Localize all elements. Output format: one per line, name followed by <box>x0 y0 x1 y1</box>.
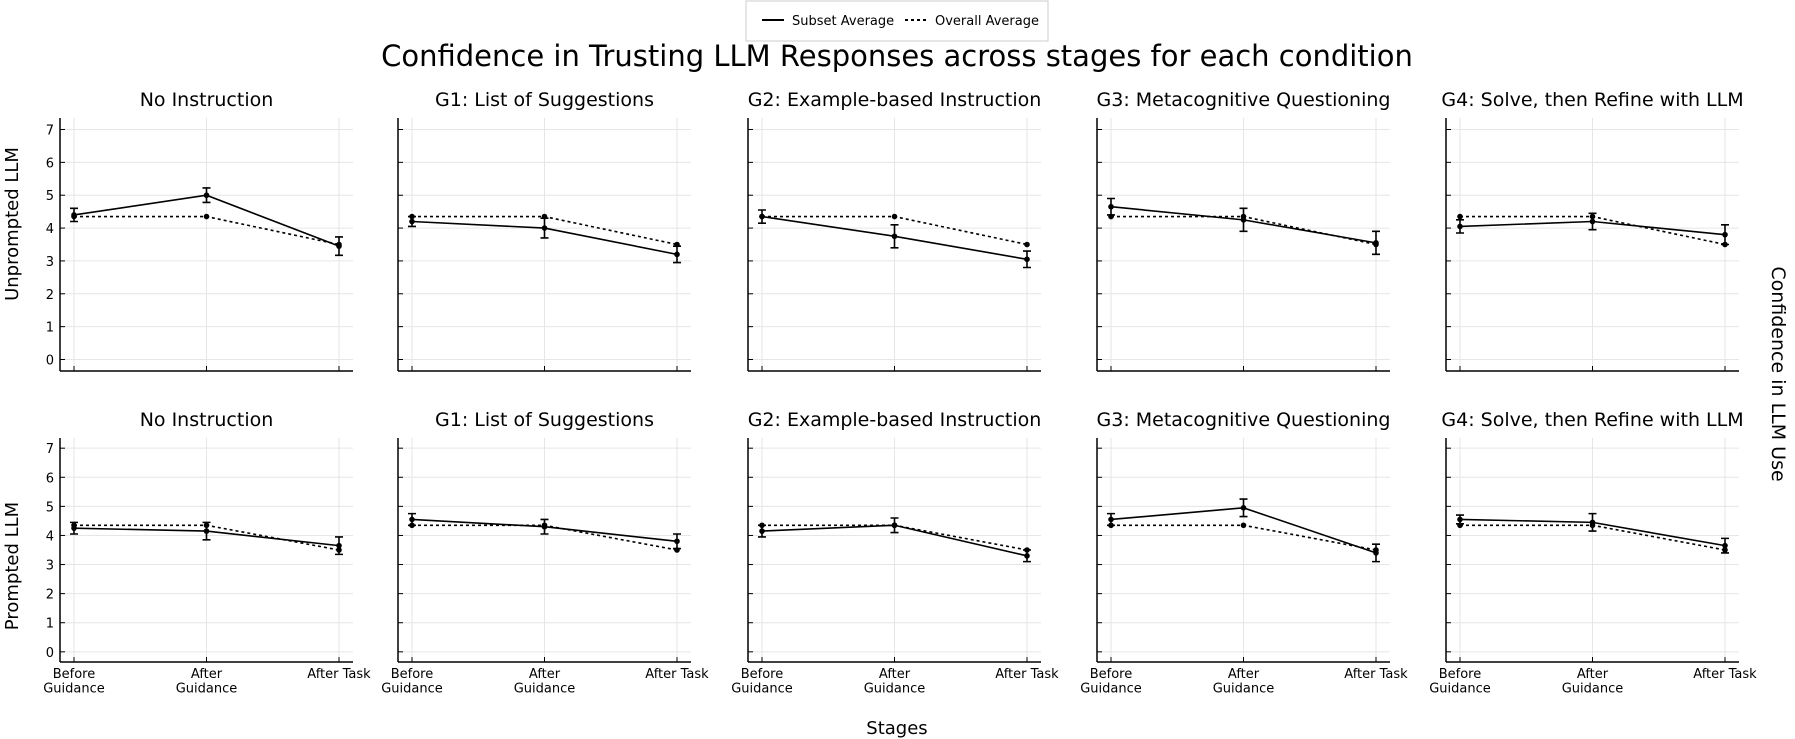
y-tick-label: 3 <box>46 255 54 270</box>
subplot-title: G3: Metacognitive Questioning <box>1097 89 1391 111</box>
point <box>1457 223 1463 230</box>
point <box>1108 203 1114 210</box>
x-tick-label: After Guidance <box>1562 667 1624 696</box>
legend-box <box>745 0 1049 42</box>
right-axis-label: Confidence in LLM Use <box>1767 266 1789 481</box>
x-tick-label: Before Guidance <box>1080 667 1142 696</box>
point <box>1373 240 1379 246</box>
subplot-title: G4: Solve, then Refine with LLM <box>1441 89 1743 111</box>
y-tick-label: 0 <box>46 646 54 661</box>
subplot-title: No Instruction <box>140 89 274 111</box>
point <box>541 523 548 530</box>
y-tick-label: 1 <box>46 617 54 632</box>
subplot-title: G2: Example-based Instruction <box>748 409 1042 431</box>
x-axis-label: Stages <box>866 718 927 739</box>
x-tick-label: Before Guidance <box>381 667 443 696</box>
x-tick-label: After Guidance <box>864 667 926 696</box>
x-tick-label: After Task <box>995 667 1059 682</box>
x-tick-label: Before Guidance <box>731 667 793 696</box>
y-tick-label: 2 <box>46 288 54 303</box>
point <box>409 218 415 225</box>
x-tick-label: After Task <box>645 667 709 682</box>
point <box>1722 542 1728 549</box>
point <box>409 516 415 523</box>
y-tick-label: 5 <box>46 189 54 204</box>
legend-label: Subset Average <box>792 14 894 29</box>
point <box>1240 217 1247 223</box>
point <box>759 213 765 220</box>
point <box>541 225 548 231</box>
point <box>1589 519 1596 526</box>
point <box>891 522 898 529</box>
figure-title: Confidence in Trusting LLM Responses acr… <box>381 39 1413 73</box>
point <box>1589 218 1596 225</box>
subplot-title: G4: Solve, then Refine with LLM <box>1441 409 1743 431</box>
y-tick-label: 7 <box>46 442 54 457</box>
x-tick-label: After Task <box>1344 667 1408 682</box>
row-label: Prompted LLM <box>2 502 23 630</box>
subplot-title: G2: Example-based Instruction <box>748 89 1042 111</box>
point <box>1024 256 1030 263</box>
point <box>891 233 898 240</box>
x-tick-label: Before Guidance <box>43 667 105 696</box>
point <box>203 213 210 220</box>
x-tick-label: After Guidance <box>514 667 576 696</box>
point <box>1024 241 1030 248</box>
x-tick-label: Before Guidance <box>1429 667 1491 696</box>
x-tick-label: After Guidance <box>1213 667 1275 696</box>
row-label: Unprompted LLM <box>2 147 23 301</box>
y-tick-label: 6 <box>46 471 54 486</box>
y-tick-label: 6 <box>46 156 54 171</box>
legend-label: Overall Average <box>935 14 1039 29</box>
y-tick-label: 4 <box>46 529 54 544</box>
subplot-title: G3: Metacognitive Questioning <box>1097 409 1391 431</box>
y-tick-label: 2 <box>46 588 54 603</box>
subplot-title: G1: List of Suggestions <box>435 89 654 111</box>
subplot-title: G1: List of Suggestions <box>435 409 654 431</box>
point <box>1108 516 1114 523</box>
point <box>674 251 680 258</box>
point <box>1373 550 1379 556</box>
point <box>1024 553 1030 559</box>
point <box>71 212 77 218</box>
point <box>759 528 765 534</box>
point <box>1722 231 1728 238</box>
point <box>891 213 898 220</box>
y-tick-label: 7 <box>46 124 54 139</box>
point <box>1457 213 1463 220</box>
y-tick-label: 4 <box>46 222 54 237</box>
point <box>71 525 77 531</box>
point <box>1457 516 1463 523</box>
x-tick-label: After Task <box>307 667 371 682</box>
x-tick-label: After Guidance <box>176 667 238 696</box>
point <box>336 542 342 549</box>
y-tick-label: 1 <box>46 321 54 336</box>
point <box>203 528 210 534</box>
y-tick-label: 3 <box>46 559 54 574</box>
y-tick-label: 5 <box>46 500 54 515</box>
point <box>336 243 342 249</box>
point <box>203 192 210 199</box>
subplot-title: No Instruction <box>140 409 274 431</box>
point <box>1240 505 1247 511</box>
point <box>674 538 680 545</box>
y-tick-label: 0 <box>46 354 54 369</box>
point <box>1240 522 1247 529</box>
x-tick-label: After Task <box>1693 667 1757 682</box>
